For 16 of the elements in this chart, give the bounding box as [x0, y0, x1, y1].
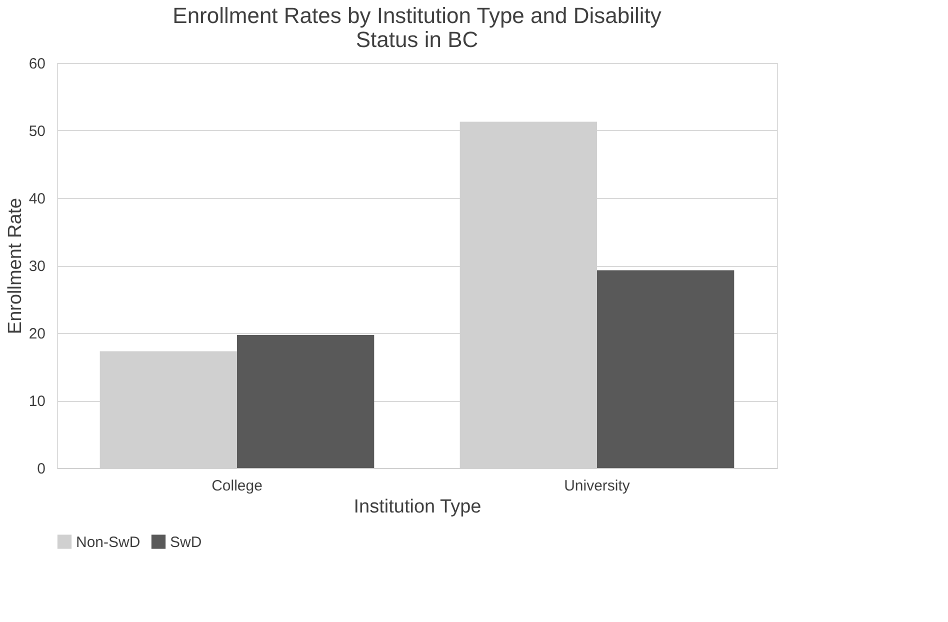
y-tick-label: 50	[28, 123, 46, 140]
y-tick-label: 60	[28, 56, 46, 72]
y-tick-label: 40	[28, 190, 46, 208]
x-tick-label: College	[212, 478, 262, 494]
y-tick-label: 10	[28, 393, 46, 410]
y-tick-label: 20	[28, 326, 46, 342]
y-tick-label: 30	[28, 258, 46, 275]
x-tick-label: University	[564, 478, 630, 494]
bar	[237, 335, 374, 468]
legend-label: SwD	[170, 534, 202, 551]
legend-label: Non-SwD	[76, 534, 140, 551]
y-axis-title: Enrollment Rate	[4, 198, 26, 334]
bar	[597, 270, 734, 468]
chart-title: Enrollment Rates by Institution Type and Disability Status in BC	[172, 3, 662, 52]
y-tick-label: 0	[37, 460, 46, 478]
x-axis-title: Institution Type	[354, 496, 482, 518]
